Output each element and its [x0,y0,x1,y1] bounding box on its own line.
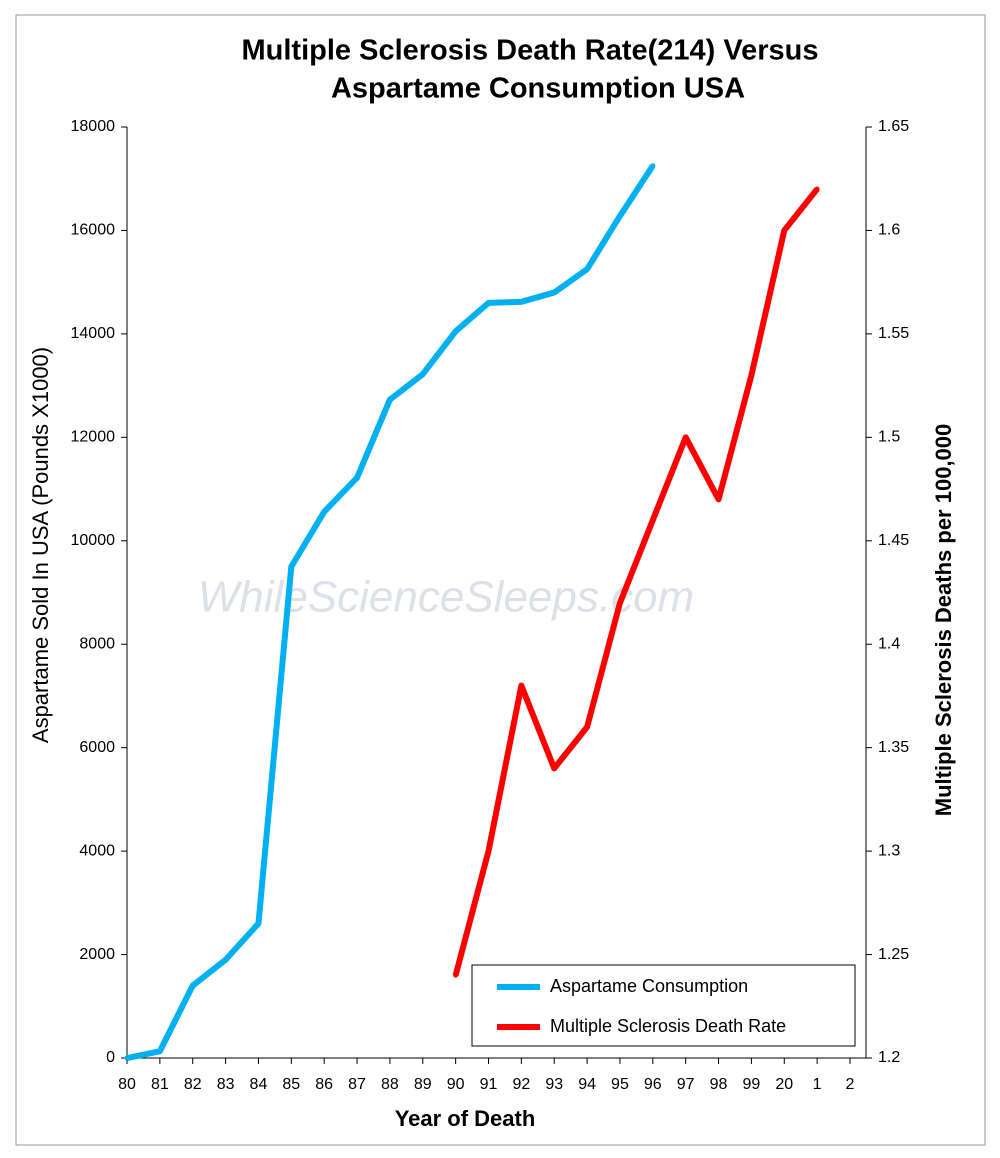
point [124,1055,130,1061]
y2-tick-label: 1.6 [878,222,900,239]
point [781,227,787,233]
y-tick-label: 0 [106,1049,115,1066]
y-tick-label: 16000 [71,222,116,239]
x-tick-label: 97 [677,1076,695,1093]
y-tick-label: 4000 [79,842,115,859]
point [288,564,294,570]
y2-tick-label: 1.25 [878,946,909,963]
y2-tick-label: 1.4 [878,635,900,652]
point [486,848,491,854]
watermark: WhileScienceSleeps.com [198,573,694,622]
legend-label: Multiple Sclerosis Death Rate [550,1016,786,1036]
point [650,163,656,169]
point [551,765,557,771]
y2-axis-label: Multiple Sclerosis Deaths per 100,000 [931,424,956,817]
x-tick-label: 94 [578,1076,596,1093]
y2-tick-label: 1.45 [878,532,909,549]
x-tick-label: 84 [250,1076,268,1093]
x-tick-label: 90 [447,1076,465,1093]
point [584,266,590,272]
point [584,724,590,730]
y2-tick-label: 1.5 [878,429,900,446]
x-tick-label: 92 [512,1076,530,1093]
point [190,983,196,989]
point [683,434,689,440]
point [453,972,459,978]
y2-tick-label: 1.3 [878,842,900,859]
point [617,600,623,606]
x-tick-label: 96 [644,1076,662,1093]
x-tick-label: 88 [381,1076,399,1093]
x-tick-label: 2 [846,1076,855,1093]
y-axis-label: Aspartame Sold In USA (Pounds X1000) [28,347,53,743]
chart-title: Multiple Sclerosis Death Rate(214) Versu… [242,35,819,67]
x-tick-label: 93 [545,1076,563,1093]
y2-tick-label: 1.55 [878,325,909,342]
point [255,921,261,927]
x-tick-label: 1 [813,1076,822,1093]
point [518,683,524,689]
x-tick-label: 95 [611,1076,629,1093]
y2-tick-label: 1.35 [878,739,909,756]
point [321,509,327,515]
y-tick-label: 10000 [71,532,116,549]
point [617,213,623,219]
point [420,371,426,377]
chart-title: Aspartame Consumption USA [331,73,745,105]
point [387,397,393,403]
y-tick-label: 2000 [79,946,115,963]
y-tick-label: 12000 [71,429,116,446]
point [486,300,491,306]
x-tick-label: 87 [348,1076,366,1093]
series-line [452,187,820,977]
x-tick-label: 81 [151,1076,169,1093]
x-axis-label: Year of Death [395,1106,536,1131]
y-tick-label: 14000 [71,325,116,342]
x-tick-label: 86 [315,1076,333,1093]
y-tick-label: 8000 [79,635,115,652]
point [354,475,360,481]
y-tick-label: 6000 [79,739,115,756]
x-tick-label: 80 [118,1076,136,1093]
point [453,328,459,334]
x-tick-label: 85 [282,1076,300,1093]
point [748,372,754,378]
y2-tick-label: 1.2 [878,1049,900,1066]
point [716,496,722,502]
x-tick-label: 20 [775,1076,793,1093]
point [518,299,524,305]
x-tick-label: 89 [414,1076,432,1093]
point [650,517,656,523]
point [814,186,820,192]
point [551,290,557,296]
x-tick-label: 91 [480,1076,498,1093]
x-tick-label: 98 [710,1076,728,1093]
x-tick-label: 83 [217,1076,235,1093]
frame [15,14,986,1146]
x-tick-label: 99 [743,1076,761,1093]
y-tick-label: 18000 [71,118,116,135]
legend-label: Aspartame Consumption [550,976,748,996]
point [223,957,229,963]
point [157,1048,163,1054]
legend [471,964,856,1047]
x-tick-label: 82 [184,1076,202,1093]
y2-tick-label: 1.65 [878,118,909,135]
